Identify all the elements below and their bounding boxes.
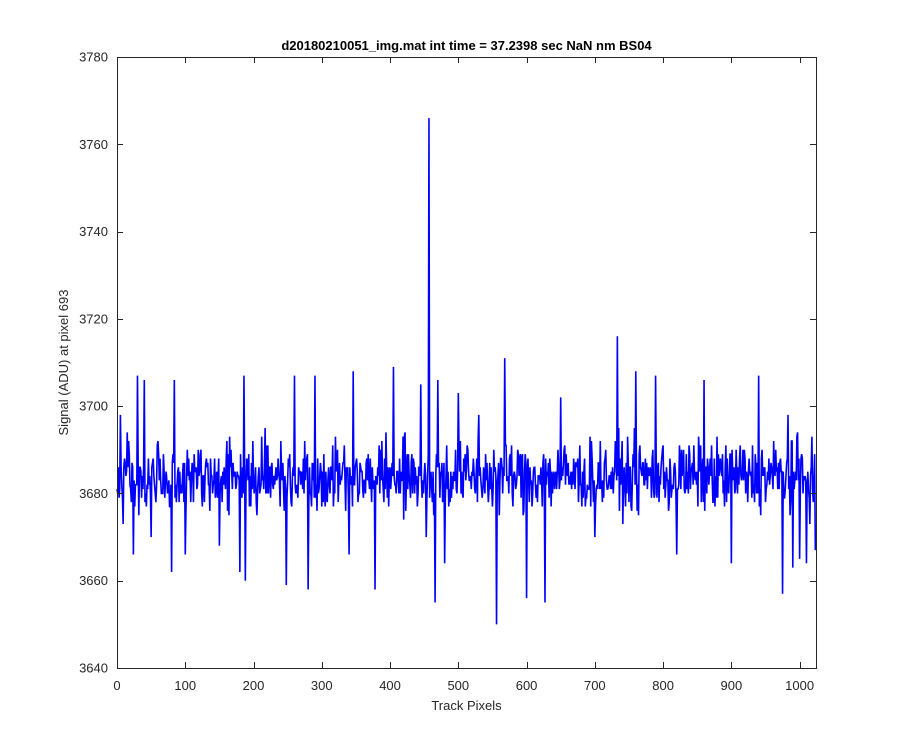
y-tick-label: 3720 [79, 311, 108, 326]
y-tick-label: 3700 [79, 399, 108, 414]
x-tick-label: 800 [652, 678, 674, 693]
axes-box [117, 57, 817, 669]
x-axis-label: Track Pixels [431, 698, 502, 713]
plot-area [117, 57, 816, 668]
tick-layer: 0 100 200 300 400 500 600 700 800 900 1000 3640 3660… [79, 50, 816, 693]
y-tick-label: 3740 [79, 224, 108, 239]
x-tick-label: 400 [379, 678, 401, 693]
y-tick-label: 3640 [79, 661, 108, 676]
y-axis-label: Signal (ADU) at pixel 693 [56, 290, 71, 436]
x-tick-label: 500 [447, 678, 469, 693]
x-tick-label: 100 [174, 678, 196, 693]
series-layer [116, 118, 817, 625]
y-tick-label: 3660 [79, 573, 108, 588]
y-tick-label: 3680 [79, 486, 108, 501]
y-tick-label: 3780 [79, 50, 108, 65]
series-line [116, 118, 817, 625]
chart-title: d20180210051_img.mat int time = 37.2398 … [281, 38, 652, 53]
y-tick-label: 3760 [79, 137, 108, 152]
x-tick-label: 600 [516, 678, 538, 693]
x-tick-label: 300 [311, 678, 333, 693]
x-tick-label: 1000 [785, 678, 814, 693]
x-tick-label: 900 [721, 678, 743, 693]
x-tick-label: 0 [113, 678, 120, 693]
x-tick-label: 200 [243, 678, 265, 693]
x-tick-label: 700 [584, 678, 606, 693]
